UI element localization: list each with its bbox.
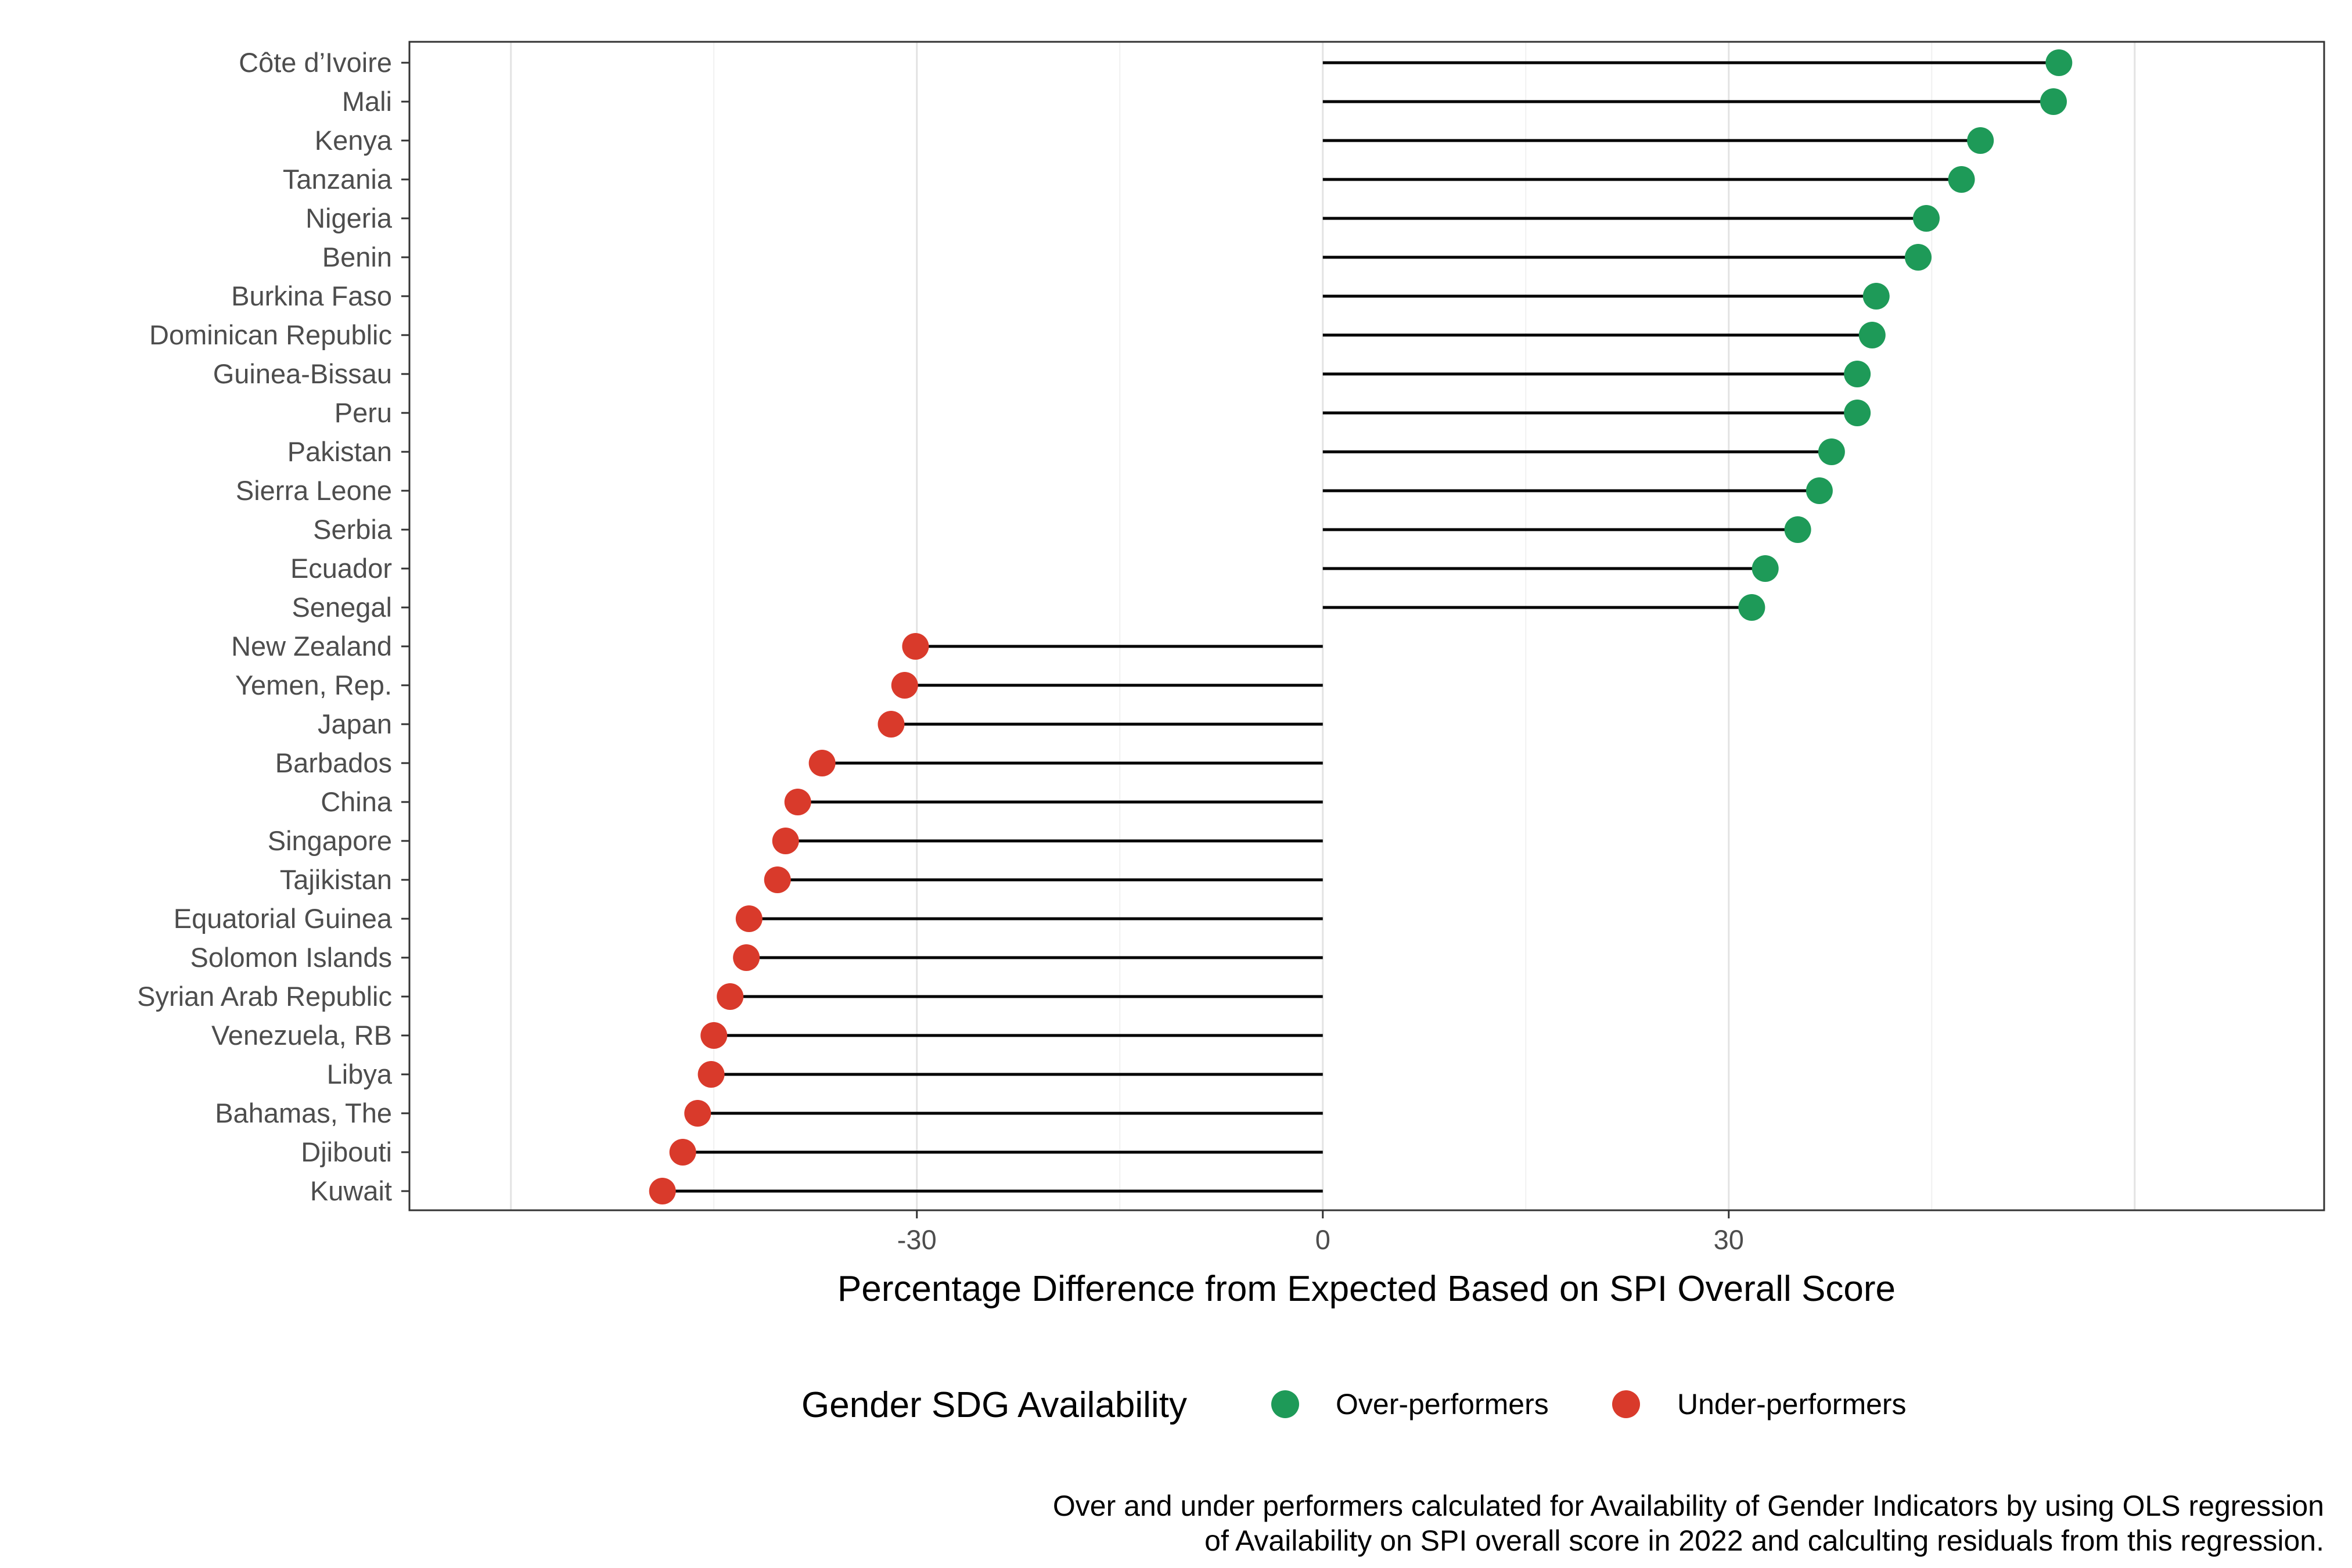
data-point <box>1858 322 1886 348</box>
y-tick-label: Yemen, Rep. <box>235 670 392 700</box>
y-tick-label: New Zealand <box>231 631 392 661</box>
legend: Gender SDG Availability Over-performers … <box>801 1385 1907 1425</box>
legend-title: Gender SDG Availability <box>801 1385 1187 1425</box>
caption: Over and under performers calculated for… <box>1053 1490 2324 1557</box>
y-tick-label: Senegal <box>292 592 393 623</box>
data-point <box>1844 361 1871 387</box>
y-tick-label: Guinea-Bissau <box>213 358 392 389</box>
data-point <box>902 633 929 660</box>
y-tick-label: Bahamas, The <box>215 1098 392 1128</box>
data-point <box>1862 283 1890 310</box>
data-point <box>891 672 918 699</box>
y-tick-label: Tajikistan <box>280 864 392 895</box>
y-tick-label: Sierra Leone <box>236 475 392 506</box>
data-point <box>1967 127 1994 154</box>
y-tick-label: China <box>321 786 393 817</box>
lollipop-points <box>649 49 2073 1204</box>
y-tick-label: Kuwait <box>310 1175 392 1206</box>
caption-line-1: Over and under performers calculated for… <box>1053 1490 2324 1522</box>
data-point <box>1738 594 1765 621</box>
x-axis-title: Percentage Difference from Expected Base… <box>837 1269 1896 1309</box>
data-point <box>2040 88 2067 115</box>
y-tick-label: Venezuela, RB <box>211 1020 392 1051</box>
caption-line-2: of Availability on SPI overall score in … <box>1204 1524 2324 1557</box>
y-tick-label: Dominican Republic <box>149 319 392 350</box>
y-tick-label: Serbia <box>313 514 393 545</box>
data-point <box>735 905 763 932</box>
y-tick-label: Ecuador <box>290 553 392 584</box>
y-tick-label: Syrian Arab Republic <box>137 981 392 1012</box>
data-point <box>1948 166 1975 193</box>
legend-label-over-performers: Over-performers <box>1336 1388 1549 1420</box>
x-tick-label: 30 <box>1714 1224 1744 1255</box>
y-tick-label: Djibouti <box>301 1137 392 1167</box>
data-point <box>1806 477 1833 504</box>
data-point <box>808 750 836 776</box>
data-point <box>2045 49 2073 76</box>
data-point <box>684 1100 711 1127</box>
x-tick-label: -30 <box>897 1224 937 1255</box>
x-axis: -30 0 30 <box>897 1210 1744 1255</box>
panel-border <box>408 41 2325 1211</box>
data-point <box>1752 555 1779 582</box>
data-point <box>772 828 799 854</box>
y-axis: Côte d’Ivoire Mali Kenya Tanzania Nigeria Ben… <box>137 47 409 1206</box>
y-tick-label: Côte d’Ivoire <box>239 47 392 78</box>
data-point <box>1912 205 1940 232</box>
data-point <box>764 866 791 893</box>
lollipop-stems <box>662 61 2059 1193</box>
x-tick-label: 0 <box>1315 1224 1330 1255</box>
y-tick-label: Nigeria <box>305 203 393 233</box>
y-tick-label: Japan <box>318 709 392 739</box>
y-tick-label: Equatorial Guinea <box>174 903 393 934</box>
data-point <box>733 944 760 971</box>
data-point <box>877 711 905 738</box>
data-point <box>1904 244 1932 271</box>
data-point <box>784 789 811 815</box>
y-tick-label: Singapore <box>268 825 392 856</box>
data-point <box>700 1022 728 1049</box>
data-point <box>669 1139 696 1166</box>
gridlines <box>510 42 2136 1210</box>
data-point <box>649 1178 676 1204</box>
y-tick-label: Libya <box>327 1059 393 1089</box>
legend-label-under-performers: Under-performers <box>1677 1388 1907 1420</box>
y-tick-label: Burkina Faso <box>231 280 392 311</box>
y-tick-label: Mali <box>342 86 392 117</box>
y-tick-label: Solomon Islands <box>190 942 392 973</box>
y-tick-label: Tanzania <box>283 164 393 195</box>
data-point <box>1844 400 1871 426</box>
y-tick-label: Peru <box>335 397 392 428</box>
y-tick-label: Kenya <box>315 125 393 156</box>
y-tick-label: Pakistan <box>287 436 392 467</box>
data-point <box>1818 438 1845 465</box>
data-point <box>1784 516 1811 543</box>
legend-swatch-over-performers <box>1271 1390 1299 1418</box>
data-point <box>697 1061 725 1088</box>
y-tick-label: Barbados <box>275 747 392 778</box>
legend-swatch-under-performers <box>1612 1390 1640 1418</box>
y-tick-label: Benin <box>322 242 392 272</box>
data-point <box>717 983 744 1010</box>
